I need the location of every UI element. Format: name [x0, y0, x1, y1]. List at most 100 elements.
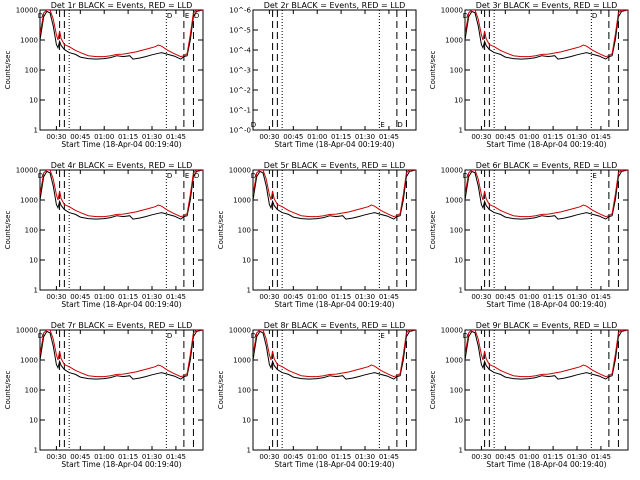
y-tick-label: 100 [238, 227, 251, 235]
x-tick-label: 01:15 [331, 133, 351, 141]
panel-title: Det 6r BLACK = Events, RED = LLD [476, 161, 618, 170]
marker-letter: D [251, 172, 256, 180]
x-tick-label: 01:30 [355, 133, 375, 141]
y-tick-label: 1000 [20, 197, 38, 205]
x-tick-label: 01:30 [567, 133, 587, 141]
x-tick-label: 01:15 [331, 453, 351, 461]
events-series-line [465, 330, 628, 380]
x-tick-label: 01:45 [166, 133, 186, 141]
x-tick-label: 00:30 [259, 293, 279, 301]
x-axis-label: Start Time (18-Apr-04 00:19:40) [61, 300, 181, 309]
x-tick-label: 01:30 [567, 293, 587, 301]
x-tick-label: 01:30 [142, 293, 162, 301]
y-tick-label: 10000 [441, 7, 463, 15]
x-tick-label: 01:45 [379, 133, 399, 141]
x-tick-label: 01:00 [307, 133, 327, 141]
marker-letter: D [251, 121, 256, 129]
y-tick-label: 1000 [445, 197, 463, 205]
y-tick-label: 1000 [445, 357, 463, 365]
y-tick-label: 10000 [16, 167, 38, 175]
x-tick-label: 01:30 [355, 293, 375, 301]
x-tick-label: 01:30 [355, 453, 375, 461]
y-tick-label: 1 [459, 127, 463, 135]
marker-letter: D [463, 172, 468, 180]
x-tick-label: 01:00 [519, 453, 539, 461]
x-tick-label: 01:45 [591, 133, 611, 141]
x-tick-label: 01:15 [543, 453, 563, 461]
marker-letter: D [592, 12, 597, 20]
marker-letter: E [380, 121, 384, 129]
x-tick-label: 00:30 [471, 293, 491, 301]
events-series-line [253, 330, 416, 380]
marker-letter: D [463, 332, 468, 340]
panel-8: Det 8r BLACK = Events, RED = LLD 1 10 100 10… [217, 321, 417, 469]
x-tick-label: 01:15 [331, 293, 351, 301]
x-tick-label: 01:15 [543, 133, 563, 141]
x-tick-label: 00:45 [70, 453, 90, 461]
y-tick-label: 10^-5 [229, 27, 251, 35]
x-tick-label: 01:00 [307, 293, 327, 301]
panel-1: Det 1r BLACK = Events, RED = LLD 1 10 100 10… [4, 1, 204, 149]
marker-letter: E [185, 12, 189, 20]
y-tick-label: 100 [450, 67, 463, 75]
y-axis-label: Counts/sec [217, 371, 225, 410]
x-axis-label: Start Time (18-Apr-04 00:19:40) [61, 460, 181, 469]
marker-letter: D [397, 121, 402, 129]
x-axis-label: Start Time (18-Apr-04 00:19:40) [486, 460, 606, 469]
panel-title: Det 5r BLACK = Events, RED = LLD [264, 161, 406, 170]
y-tick-label: 10 [29, 417, 38, 425]
y-axis-label: Counts/sec [429, 51, 437, 90]
panel-title: Det 4r BLACK = Events, RED = LLD [51, 161, 193, 170]
marker-letter: E [380, 332, 384, 340]
x-tick-label: 01:00 [94, 133, 114, 141]
marker-letter: D [251, 332, 256, 340]
x-tick-label: 01:00 [307, 453, 327, 461]
lld-series-line [253, 330, 416, 378]
x-tick-label: 00:45 [70, 293, 90, 301]
y-tick-label: 1 [247, 447, 251, 455]
y-tick-label: 1 [34, 287, 38, 295]
y-tick-label: 10000 [441, 167, 463, 175]
events-series-line [465, 170, 628, 220]
x-tick-label: 01:00 [94, 453, 114, 461]
y-tick-label: 100 [238, 387, 251, 395]
y-tick-label: 10^-6 [229, 7, 251, 15]
x-tick-label: 00:30 [46, 133, 66, 141]
y-tick-label: 1 [459, 447, 463, 455]
y-tick-label: 10 [242, 417, 251, 425]
y-tick-label: 10000 [16, 327, 38, 335]
x-tick-label: 01:30 [567, 453, 587, 461]
lld-series-line [40, 170, 203, 218]
y-tick-label: 10000 [229, 327, 251, 335]
y-tick-label: 10^-0 [229, 127, 251, 135]
y-tick-label: 10000 [16, 7, 38, 15]
panel-3: Det 3r BLACK = Events, RED = LLD 1 10 100 10… [429, 1, 629, 149]
y-tick-label: 10 [29, 257, 38, 265]
lld-series-line [465, 330, 628, 378]
y-axis-label: Counts/sec [4, 371, 12, 410]
panel-4: Det 4r BLACK = Events, RED = LLD 1 10 100 10… [4, 161, 204, 309]
y-tick-label: 10^-1 [229, 107, 251, 115]
marker-letter: D [463, 12, 468, 20]
panel-6: Det 6r BLACK = Events, RED = LLD 1 10 100 10… [429, 161, 629, 309]
events-series-line [40, 170, 203, 220]
y-tick-label: 1000 [233, 357, 251, 365]
panel-5: Det 5r BLACK = Events, RED = LLD 1 10 100 10… [217, 161, 417, 309]
y-tick-label: 10^-3 [229, 67, 251, 75]
y-axis-label: Counts/sec [217, 211, 225, 250]
x-axis-label: Start Time (18-Apr-04 00:19:40) [274, 300, 394, 309]
marker-letter: D [167, 12, 172, 20]
panel-title: Det 2r BLACK = Events, RED = LLD [264, 1, 406, 10]
lld-series-line [40, 330, 203, 378]
x-tick-label: 00:45 [283, 293, 303, 301]
y-tick-label: 10000 [229, 167, 251, 175]
marker-letter: D [167, 332, 172, 340]
x-tick-label: 01:45 [591, 453, 611, 461]
marker-letter: D [38, 332, 43, 340]
y-axis-label: Counts/sec [4, 211, 12, 250]
x-tick-label: 01:30 [142, 133, 162, 141]
y-tick-label: 1 [459, 287, 463, 295]
marker-letter: D [167, 172, 172, 180]
x-tick-label: 01:00 [94, 293, 114, 301]
y-tick-label: 100 [450, 387, 463, 395]
